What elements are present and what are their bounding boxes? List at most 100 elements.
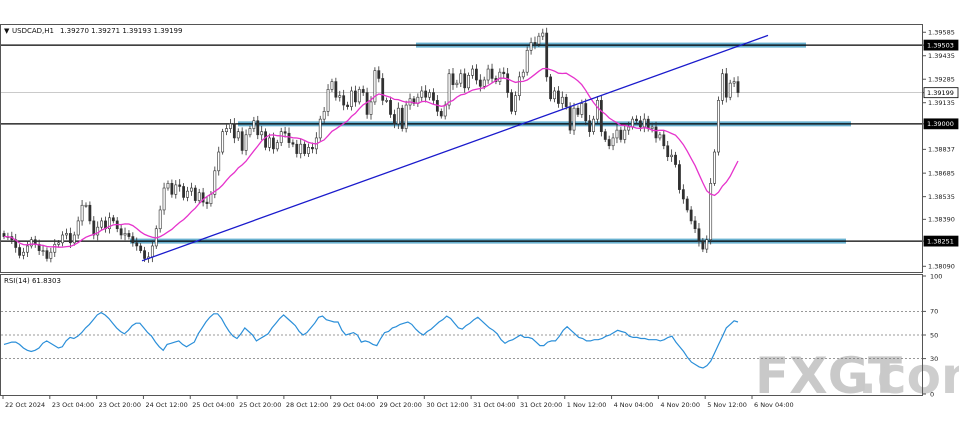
candle-body xyxy=(45,250,49,259)
candle-body xyxy=(678,164,681,190)
candle-body xyxy=(232,123,236,139)
candle-body xyxy=(80,204,84,222)
candlesticks xyxy=(2,27,740,263)
candle-body xyxy=(529,42,533,51)
candle-body xyxy=(588,120,592,132)
time-tick-label: 6 Nov 04:00 xyxy=(754,401,794,409)
time-tick-label: 23 Oct 04:00 xyxy=(52,401,94,409)
price-tick-label: 1.38390 xyxy=(928,216,955,224)
time-tick-label: 25 Oct 20:00 xyxy=(239,401,281,409)
time-tick-label: 4 Nov 04:00 xyxy=(614,401,654,409)
rsi-axis: 100 70 50 30 0 xyxy=(1,272,942,398)
candle-body xyxy=(275,142,279,150)
candle-body xyxy=(607,139,611,147)
candle-body xyxy=(557,90,560,104)
candle-body xyxy=(670,154,674,158)
candle-body xyxy=(724,73,728,98)
rsi-tick-label: 50 xyxy=(930,331,938,339)
candle-body xyxy=(119,228,123,236)
candle-body xyxy=(638,120,642,128)
candle-body xyxy=(256,120,260,136)
candle-body xyxy=(353,90,357,103)
candle-body xyxy=(96,226,100,236)
time-tick-label: 22 Oct 2024 xyxy=(5,401,45,409)
candle-body xyxy=(244,134,248,151)
candle-body xyxy=(350,90,353,107)
time-tick-label: 24 Oct 12:00 xyxy=(145,401,187,409)
candle-body xyxy=(68,233,72,244)
candle-body xyxy=(568,106,572,131)
candle-body xyxy=(268,137,271,148)
trendline-group[interactable] xyxy=(141,34,769,262)
time-tick-label: 25 Oct 04:00 xyxy=(192,401,234,409)
candle-body xyxy=(490,68,494,79)
candle-body xyxy=(377,70,381,79)
chart-symbol-label: USDCAD,H1 xyxy=(12,27,54,35)
time-tick-label: 23 Oct 20:00 xyxy=(99,401,141,409)
candle-body xyxy=(404,104,408,129)
time-tick-label: 1 Nov 12:00 xyxy=(567,401,607,409)
candle-body xyxy=(381,78,385,101)
candle-body xyxy=(229,123,232,129)
candle-body xyxy=(205,201,209,204)
rsi-indicator-label: RSI(14) 61.8303 xyxy=(4,277,61,285)
candle-body xyxy=(654,126,658,139)
candle-body xyxy=(385,100,389,102)
candle-body xyxy=(182,186,185,198)
candle-body xyxy=(29,239,33,247)
candle-body xyxy=(443,104,447,117)
candle-body xyxy=(584,103,588,122)
candle-body xyxy=(166,183,170,189)
candle-body xyxy=(361,89,365,93)
price-panel-frame xyxy=(0,24,923,273)
candle-body xyxy=(190,187,193,192)
rsi-tick-label: 0 xyxy=(930,390,934,398)
candle-body xyxy=(162,187,166,211)
watermark: FXGT .com xyxy=(755,347,959,405)
candle-body xyxy=(537,35,541,45)
candle-body xyxy=(603,131,607,140)
price-axis-labels: 1.39585 1.39503 1.39435 1.39285 1.39199 1.391… xyxy=(923,29,959,271)
price-label-box xyxy=(923,118,959,130)
candle-body xyxy=(498,71,502,82)
candle-body xyxy=(346,104,349,107)
candle-body xyxy=(420,90,424,98)
candle-body xyxy=(76,220,80,236)
candle-body xyxy=(209,193,213,204)
chart-header-arrow: ▼ xyxy=(4,27,10,35)
candle-body xyxy=(307,147,310,154)
candle-body xyxy=(732,81,736,84)
candle-body xyxy=(720,73,724,101)
candle-body xyxy=(318,118,322,139)
candle-body xyxy=(623,129,627,140)
candle-body xyxy=(572,107,576,131)
candle-body xyxy=(596,100,599,120)
price-tick-label: 1.39135 xyxy=(928,99,955,107)
candle-body xyxy=(467,75,471,89)
candle-body xyxy=(728,82,732,98)
price-tick-label: 1.39503 xyxy=(927,41,954,49)
ascending-trendline[interactable] xyxy=(141,34,769,262)
candle-body xyxy=(521,71,525,78)
candle-body xyxy=(471,68,474,76)
price-label-box xyxy=(923,235,959,247)
candle-body xyxy=(541,32,545,37)
candle-body xyxy=(502,71,506,75)
candle-body xyxy=(197,192,201,201)
candle-body xyxy=(486,68,490,81)
candle-body xyxy=(139,245,143,251)
price-tick-label: 1.38837 xyxy=(928,146,955,154)
candle-body xyxy=(65,233,68,236)
rsi-line xyxy=(3,311,739,369)
candle-body xyxy=(455,82,459,86)
candle-body xyxy=(533,42,537,45)
candle-body xyxy=(424,90,428,98)
price-tick-label: 1.39285 xyxy=(928,76,955,84)
candle-body xyxy=(736,81,740,93)
candle-body xyxy=(322,111,326,120)
candle-body xyxy=(549,76,552,100)
candle-body xyxy=(135,242,139,247)
candle-body xyxy=(510,92,513,112)
price-tick-label: 1.38090 xyxy=(928,263,955,271)
